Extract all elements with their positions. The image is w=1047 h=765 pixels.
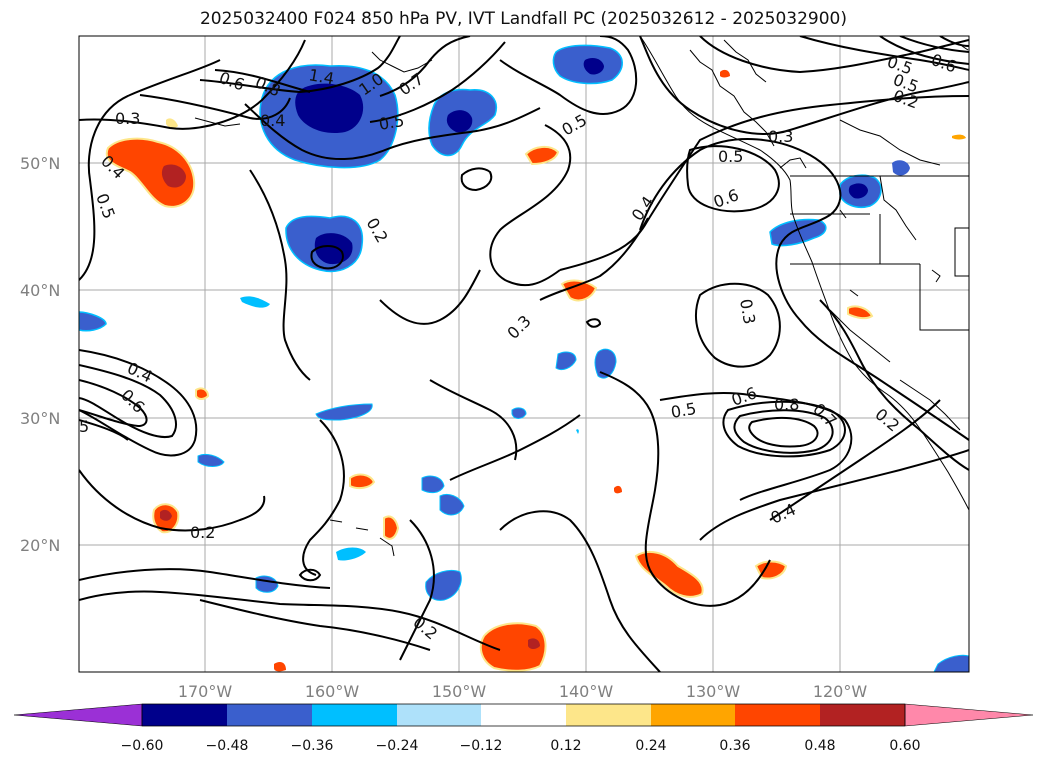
contour-label: 0.4 [260,111,285,130]
colorbar-bin [397,704,481,726]
contour-label: 0.8 [774,395,799,414]
colorbar-tick: 0.48 [804,738,835,754]
contour-label: 0.3 [736,297,759,325]
colorbar-bin [227,704,312,726]
lat-label: 20°N [20,536,60,555]
colorbar: −0.60 −0.48 −0.36 −0.24 −0.12 0.12 0.24 … [13,703,1034,754]
ivt-contours [79,36,969,672]
longitude-labels: 170°W 160°W 150°W 140°W 130°W 120°W [178,682,868,701]
contour-label: 0.5 [669,399,697,422]
colorbar-over-arrow [904,703,1034,727]
colorbar-bin [481,704,566,726]
colorbar-bin [142,704,227,726]
contour-label: 0.5 [718,147,743,166]
contour-label: 0.2 [190,523,215,542]
colorbar-bin [651,704,735,726]
contour-label: 1.4 [307,65,335,88]
colorbar-tick: 0.60 [889,738,920,754]
lon-label: 170°W [178,682,233,701]
lat-label: 40°N [20,281,60,300]
colorbar-bin [735,704,820,726]
lat-label: 30°N [20,409,60,428]
contour-label: 0.3 [768,127,793,146]
colorbar-tick: 0.12 [550,738,581,754]
colorbar-tick: −0.12 [460,738,503,754]
colorbar-tick: 0.24 [635,738,666,754]
colorbar-tick-labels: −0.60 −0.48 −0.36 −0.24 −0.12 0.12 0.24 … [121,738,921,754]
lon-label: 160°W [305,682,360,701]
colorbar-bin [820,704,905,726]
lon-label: 150°W [432,682,487,701]
colorbar-tick: −0.60 [121,738,164,754]
colorbar-tick: 0.36 [719,738,750,754]
latitude-labels: 50°N 40°N 30°N 20°N [20,154,60,555]
lat-label: 50°N [20,154,60,173]
lon-label: 120°W [813,682,868,701]
colorbar-bin [312,704,397,726]
contour-label: 0.3 [115,109,140,128]
map-background [79,36,969,672]
lon-label: 140°W [559,682,614,701]
lon-label: 130°W [686,682,741,701]
colorbar-tick: −0.24 [376,738,419,754]
colorbar-bin [566,704,651,726]
colorbar-tick: −0.48 [206,738,249,754]
map-title: 2025032400 F024 850 hPa PV, IVT Landfall… [199,9,847,29]
contour-label: 5 [79,417,89,436]
map-frame [78,35,970,673]
colorbar-under-arrow [13,703,143,727]
coastlines [194,36,969,557]
colorbar-tick: −0.36 [291,738,334,754]
contour-label: 0.5 [377,111,405,134]
pv-positive-anomalies [105,69,966,672]
